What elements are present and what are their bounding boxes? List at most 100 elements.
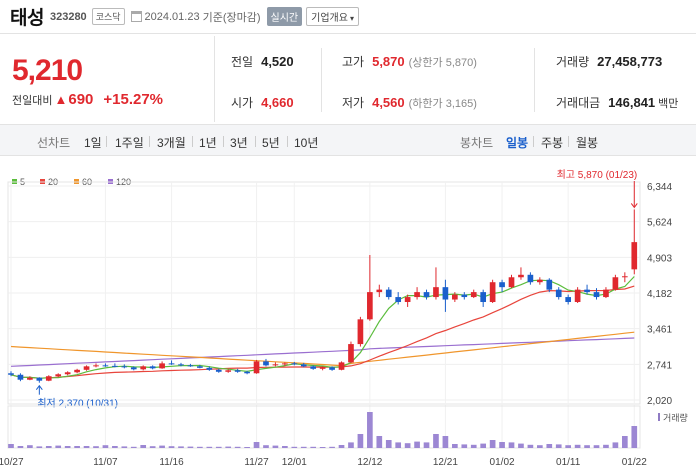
candle-body bbox=[329, 367, 335, 370]
divider bbox=[321, 48, 322, 112]
period-1d[interactable]: 1일 bbox=[84, 136, 102, 150]
candle-body bbox=[480, 292, 487, 303]
volume-bar bbox=[112, 446, 118, 448]
volume-bar bbox=[593, 445, 600, 448]
candle-body bbox=[197, 366, 203, 368]
candlestick-chart[interactable]: 5 20 60 120 6,3445,6244,9034,1823,4612,7412,… bbox=[0, 158, 696, 470]
candle-body bbox=[187, 365, 194, 367]
low-annotation: 최저 2,370 (10/31) bbox=[37, 398, 118, 410]
volume-bar bbox=[282, 446, 288, 448]
calendar-icon bbox=[130, 11, 142, 22]
y-tick-label: 5,624 bbox=[647, 218, 672, 229]
stat-prev-label: 전일 bbox=[231, 55, 254, 69]
candle-body bbox=[319, 367, 326, 369]
price-panel: 5,210 전일대비 ▲ 690 +15.27% bbox=[0, 36, 215, 122]
candle-body bbox=[565, 297, 572, 303]
volume-bar bbox=[357, 434, 364, 448]
candle-body bbox=[263, 361, 269, 366]
period-1w[interactable]: 1주일 bbox=[115, 136, 144, 150]
period-3m[interactable]: 3개월 bbox=[157, 136, 186, 150]
candle-body bbox=[272, 364, 279, 366]
volume-bar bbox=[442, 436, 449, 448]
candle-body bbox=[612, 277, 619, 290]
candle-body bbox=[546, 279, 553, 290]
candle-daily[interactable]: 일봉 bbox=[506, 136, 529, 150]
volume-bar bbox=[36, 446, 43, 448]
stat-open-label: 시가 bbox=[231, 96, 254, 110]
volume-bar bbox=[300, 446, 307, 448]
divider bbox=[255, 136, 256, 147]
volume-bar bbox=[253, 442, 260, 448]
candle-body bbox=[593, 292, 600, 298]
candle-body bbox=[64, 372, 71, 375]
candle-body bbox=[489, 282, 496, 303]
candle-body bbox=[537, 279, 543, 283]
stat-high-limit: (상한가 5,870) bbox=[408, 57, 477, 69]
candle-monthly[interactable]: 월봉 bbox=[576, 136, 599, 150]
stat-amount-label: 거래대금 bbox=[556, 96, 601, 110]
realtime-button[interactable]: 실시간 bbox=[266, 7, 303, 26]
period-3y[interactable]: 3년 bbox=[230, 136, 248, 150]
volume-bar bbox=[83, 446, 90, 448]
volume-bar bbox=[225, 446, 232, 448]
volume-bar bbox=[291, 446, 298, 448]
volume-bar bbox=[631, 426, 638, 448]
candle-body bbox=[433, 287, 439, 298]
volume-bar bbox=[159, 445, 165, 448]
down-arrow-icon bbox=[630, 203, 638, 209]
volume-bar bbox=[555, 444, 562, 448]
divider bbox=[149, 136, 150, 147]
volume-bar bbox=[338, 445, 345, 448]
y-tick-label: 6,344 bbox=[647, 182, 672, 193]
volume-bar bbox=[508, 442, 515, 448]
volume-bar bbox=[385, 440, 392, 448]
candle-body bbox=[130, 367, 137, 370]
volume-bar bbox=[404, 443, 411, 448]
x-tick-label: 01/02 bbox=[490, 457, 515, 468]
candle-weekly[interactable]: 주봉 bbox=[541, 136, 564, 150]
period-10y[interactable]: 10년 bbox=[294, 136, 319, 150]
volume-bar bbox=[565, 445, 572, 448]
candle-body bbox=[631, 242, 638, 270]
volume-bar bbox=[140, 445, 147, 448]
candle-body bbox=[112, 365, 118, 367]
candle-body bbox=[93, 365, 99, 367]
period-1y[interactable]: 1년 bbox=[199, 136, 217, 150]
divider bbox=[106, 136, 107, 147]
candle-body bbox=[584, 289, 590, 293]
candle-body bbox=[215, 369, 222, 372]
divider bbox=[534, 48, 535, 112]
candle-body bbox=[234, 370, 241, 372]
volume-bar bbox=[149, 446, 156, 448]
period-5y[interactable]: 5년 bbox=[262, 136, 280, 150]
y-tick-label: 4,903 bbox=[647, 253, 672, 264]
volume-bar bbox=[244, 447, 250, 448]
company-overview-dropdown[interactable]: 기업개요 ▾ bbox=[306, 7, 359, 26]
volume-bar bbox=[178, 446, 184, 448]
candle-body bbox=[518, 274, 524, 278]
volume-bar bbox=[480, 443, 487, 448]
volume-bar bbox=[93, 446, 99, 448]
price-change: 전일대비 ▲ 690 +15.27% bbox=[12, 91, 163, 108]
volume-bar bbox=[215, 446, 222, 448]
candle-body bbox=[27, 377, 33, 380]
candle-body bbox=[55, 374, 62, 377]
candle-body bbox=[159, 363, 165, 369]
candle-body bbox=[452, 294, 458, 300]
candle-body bbox=[527, 274, 534, 283]
stat-prev: 전일 4,520 bbox=[231, 53, 294, 70]
volume-bar bbox=[395, 442, 402, 448]
up-arrow-icon: ▲ bbox=[54, 92, 68, 107]
volume-bar bbox=[319, 447, 326, 448]
candle-body bbox=[206, 367, 213, 370]
candle-body bbox=[178, 364, 184, 366]
stat-high: 고가 5,870 (상한가 5,870) bbox=[342, 53, 477, 70]
volume-bar bbox=[622, 436, 628, 448]
candle-body bbox=[168, 363, 175, 365]
stat-amount-unit: 백만 bbox=[658, 98, 679, 110]
candle-body bbox=[574, 289, 581, 303]
stat-high-label: 고가 bbox=[342, 55, 365, 69]
volume-bar bbox=[74, 446, 80, 448]
volume-bar bbox=[55, 445, 62, 448]
candle-body bbox=[83, 366, 90, 370]
